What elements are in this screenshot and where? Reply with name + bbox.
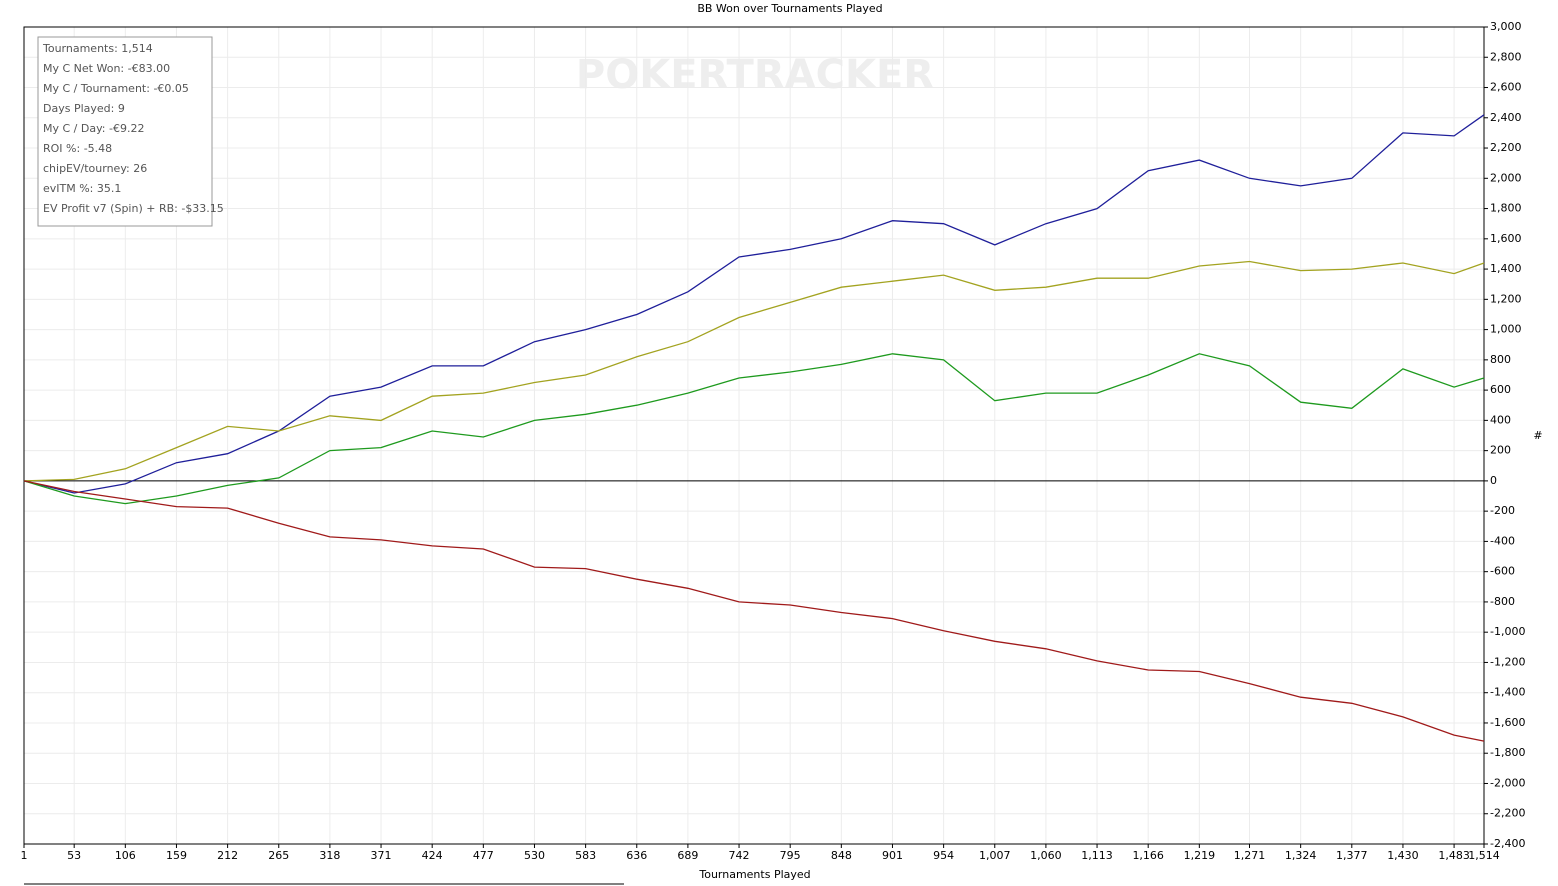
y-tick-label: -1,000 <box>1490 625 1525 638</box>
x-tick-label: 795 <box>780 849 801 862</box>
series-line <box>23 260 1485 482</box>
y-tick-label: 3,000 <box>1490 20 1522 33</box>
x-tick-label: 1,377 <box>1336 849 1368 862</box>
y-tick-label: 2,600 <box>1490 81 1522 94</box>
y-tick-label: 1,800 <box>1490 202 1522 215</box>
stat-line: chipEV/tourney: 26 <box>43 162 147 175</box>
x-tick-label: 1,060 <box>1030 849 1062 862</box>
y-tick-label: -800 <box>1490 595 1515 608</box>
y-tick-label: -200 <box>1490 504 1515 517</box>
y-tick-label: 1,200 <box>1490 292 1522 305</box>
x-tick-label: 1,483 <box>1438 849 1470 862</box>
x-tick-label: 212 <box>217 849 238 862</box>
x-tick-label: 530 <box>524 849 545 862</box>
stat-line: My C Net Won: -€83.00 <box>43 62 170 75</box>
x-tick-label: 901 <box>882 849 903 862</box>
y-tick-label: -600 <box>1490 565 1515 578</box>
series-line <box>23 353 1485 505</box>
y-axis-label: # <box>1533 429 1542 442</box>
x-tick-label: 265 <box>268 849 289 862</box>
x-tick-label: 636 <box>626 849 647 862</box>
x-tick-label: 371 <box>371 849 392 862</box>
y-tick-label: 2,800 <box>1490 50 1522 63</box>
stat-line: evITM %: 35.1 <box>43 182 121 195</box>
series-line <box>23 480 1485 742</box>
chart-title: BB Won over Tournaments Played <box>697 2 882 15</box>
y-tick-label: -2,200 <box>1490 807 1525 820</box>
x-tick-label: 848 <box>831 849 852 862</box>
x-tick-label: 1,430 <box>1387 849 1419 862</box>
y-tick-label: -1,800 <box>1490 746 1525 759</box>
y-tick-label: 2,400 <box>1490 111 1522 124</box>
y-tick-label: 200 <box>1490 444 1511 457</box>
y-tick-label: 0 <box>1490 474 1497 487</box>
y-tick-label: -2,400 <box>1490 837 1525 850</box>
y-tick-label: -2,000 <box>1490 776 1525 789</box>
stat-line: ROI %: -5.48 <box>43 142 112 155</box>
x-tick-label: 1,113 <box>1081 849 1113 862</box>
x-tick-label: 1,219 <box>1184 849 1216 862</box>
series-line <box>23 114 1485 494</box>
y-tick-label: -1,600 <box>1490 716 1525 729</box>
y-tick-label: 2,000 <box>1490 171 1522 184</box>
x-tick-label: 1,007 <box>979 849 1011 862</box>
stat-line: Days Played: 9 <box>43 102 125 115</box>
plot-frame <box>23 26 1485 845</box>
x-tick-label: 583 <box>575 849 596 862</box>
watermark: POKERTRACKER <box>576 52 934 98</box>
x-tick-label: 106 <box>115 849 136 862</box>
stat-line: My C / Tournament: -€0.05 <box>43 82 189 95</box>
y-tick-label: 400 <box>1490 413 1511 426</box>
x-tick-label: 1,324 <box>1285 849 1317 862</box>
x-tick-label: 477 <box>473 849 494 862</box>
x-tick-label: 1,514 <box>1468 849 1500 862</box>
y-tick-label: 800 <box>1490 353 1511 366</box>
y-tick-label: 1,400 <box>1490 262 1522 275</box>
stat-line: My C / Day: -€9.22 <box>43 122 144 135</box>
stats-box <box>37 36 213 227</box>
y-tick-label: 1,000 <box>1490 323 1522 336</box>
x-tick-label: 1,166 <box>1132 849 1164 862</box>
x-tick-label: 742 <box>729 849 750 862</box>
y-tick-label: -1,400 <box>1490 686 1525 699</box>
x-tick-label: 689 <box>677 849 698 862</box>
x-tick-label: 159 <box>166 849 187 862</box>
y-tick-label: 2,200 <box>1490 141 1522 154</box>
x-tick-label: 1 <box>21 849 28 862</box>
stat-line: Tournaments: 1,514 <box>42 42 153 55</box>
y-tick-label: 600 <box>1490 383 1511 396</box>
x-tick-label: 318 <box>319 849 340 862</box>
y-tick-label: 1,600 <box>1490 232 1522 245</box>
stat-line: EV Profit v7 (Spin) + RB: -$33.15 <box>43 202 224 215</box>
x-tick-label: 53 <box>67 849 81 862</box>
x-tick-label: 424 <box>422 849 443 862</box>
y-tick-label: -400 <box>1490 534 1515 547</box>
x-tick-label: 954 <box>933 849 954 862</box>
x-tick-label: 1,271 <box>1234 849 1266 862</box>
y-tick-label: -1,200 <box>1490 655 1525 668</box>
x-axis-label: Tournaments Played <box>698 868 810 881</box>
